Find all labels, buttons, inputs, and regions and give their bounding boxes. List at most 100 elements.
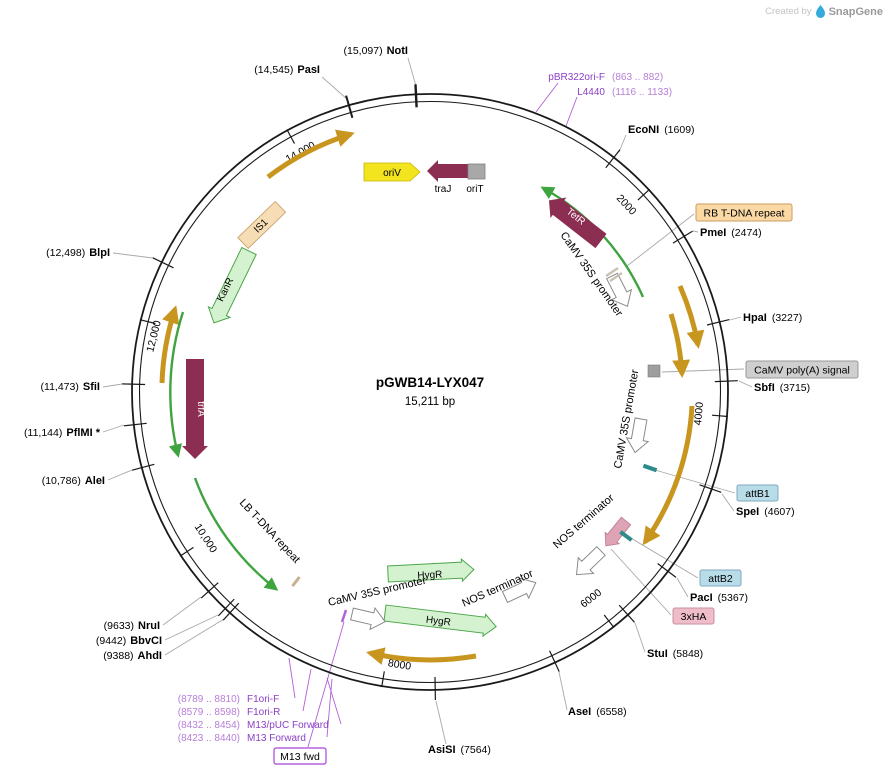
watermark-brand: SnapGene xyxy=(828,5,883,18)
feature-arrow-kanr[interactable] xyxy=(203,246,260,328)
feature-arrow-nos-1[interactable] xyxy=(569,543,609,582)
site-label-pmei[interactable]: PmeI (2474) xyxy=(700,227,762,239)
site-label-asei[interactable]: AseI (6558) xyxy=(568,706,627,718)
site-tick-asei xyxy=(549,650,560,672)
camv-polya-label-box[interactable] xyxy=(745,360,859,379)
scale-label-2000: 2000 xyxy=(614,192,639,217)
site-tick-pmei xyxy=(672,230,693,244)
scale-tick xyxy=(711,414,728,418)
feature-arrow-camv35s-2[interactable] xyxy=(624,417,652,454)
feature-label-hygr-1[interactable]: HygR xyxy=(417,569,443,581)
connector-line xyxy=(102,424,125,433)
primer-label-f1ori-f[interactable]: F1ori-F xyxy=(247,694,279,705)
gold-arc-left[interactable] xyxy=(159,305,180,384)
3xha-label[interactable]: 3xHA xyxy=(681,611,707,623)
rb-tdna-marker[interactable] xyxy=(605,266,619,278)
camv-polya-marker[interactable] xyxy=(647,364,661,378)
feature-label-trfa[interactable]: trfA xyxy=(195,401,206,417)
site-label-nrui[interactable]: (9633) NruI xyxy=(104,620,160,632)
primer-connector-line xyxy=(302,668,312,712)
plasmid-inner-circle xyxy=(138,100,722,684)
site-label-sbfi[interactable]: SbfI (3715) xyxy=(754,382,810,394)
site-label-asisi[interactable]: AsiSI (7564) xyxy=(428,744,491,756)
attb1-marker[interactable] xyxy=(642,463,658,473)
site-label-hpai[interactable]: HpaI (3227) xyxy=(743,312,802,324)
plasmid-outer-circle xyxy=(131,93,729,691)
primer-connector-line xyxy=(326,677,342,725)
site-tick-pflmi xyxy=(123,422,147,427)
primer-label-m13-puc-forward[interactable]: M13/pUC Forward xyxy=(247,720,329,731)
feature-label-oriv[interactable]: oriV xyxy=(383,168,401,179)
feature-arrow-camv35s-3[interactable] xyxy=(350,603,388,632)
gold-arc-right-inner[interactable] xyxy=(668,313,691,378)
site-label-ahdi[interactable]: (9388) AhdI xyxy=(103,650,162,662)
site-label-sfii[interactable]: (11,473) SfiI xyxy=(41,381,100,393)
connector-line xyxy=(661,368,745,373)
green-arc-left[interactable] xyxy=(168,311,185,458)
feature-label-hygr-2[interactable]: HygR xyxy=(425,615,451,629)
feature-arrow-trfa[interactable] xyxy=(182,359,208,459)
scale-tick xyxy=(179,546,194,557)
attb1-label[interactable]: attB1 xyxy=(745,488,770,500)
gold-arcs xyxy=(159,129,705,665)
feature-arrow-hygr-1[interactable] xyxy=(387,558,475,585)
site-label-blpi[interactable]: (12,498) BlpI xyxy=(46,247,110,259)
gold-arc-bottom[interactable] xyxy=(366,647,477,665)
feature-box-is1[interactable] xyxy=(237,200,287,250)
attb2-marker[interactable] xyxy=(619,530,633,542)
rb-tdna-label-box[interactable] xyxy=(695,203,793,222)
feature-arrow-camv35s-1[interactable] xyxy=(602,271,637,311)
primer-label-f1ori-r[interactable]: F1ori-R xyxy=(247,707,280,718)
feature-arrow-oriv[interactable] xyxy=(363,162,421,182)
attb1-label-box[interactable] xyxy=(736,484,779,502)
site-tick-hpai xyxy=(706,319,730,326)
site-label-stui[interactable]: StuI (5848) xyxy=(647,648,703,660)
feature-arrow-traj[interactable] xyxy=(427,160,469,182)
feature-arrow-tetr[interactable] xyxy=(541,190,609,251)
feature-arrow-3xha[interactable] xyxy=(599,515,633,551)
feature-label-orit[interactable]: oriT xyxy=(466,184,483,195)
primer-connector-line xyxy=(307,621,345,748)
attb2-label[interactable]: attB2 xyxy=(708,573,733,585)
feature-label-camv35s-3[interactable]: CaMV 35S promoter xyxy=(327,575,428,609)
m13-fwd-marker[interactable] xyxy=(340,609,348,623)
site-label-bbvci[interactable]: (9442) BbvCI xyxy=(96,635,162,647)
site-tick-ahdi xyxy=(222,602,240,621)
site-tick-stui xyxy=(618,604,635,623)
connector-line xyxy=(654,469,736,494)
lb-tdna-marker[interactable] xyxy=(291,576,301,587)
gold-arc-right-outer[interactable] xyxy=(677,285,705,349)
camv-polya-label[interactable]: CaMV poly(A) signal xyxy=(754,365,850,377)
feature-box-orit[interactable] xyxy=(467,163,486,180)
scale-tick xyxy=(286,129,296,144)
attb2-label-box[interactable] xyxy=(699,569,742,587)
primer-label-l4440[interactable]: L4440 xyxy=(577,87,605,98)
site-label-spei[interactable]: SpeI (4607) xyxy=(736,506,795,518)
site-label-pasi[interactable]: (14,545) PasI xyxy=(254,64,320,76)
scale-label-4000: 4000 xyxy=(692,401,706,425)
site-label-alei[interactable]: (10,786) AleI xyxy=(42,475,105,487)
rb-tdna-label[interactable]: RB T-DNA repeat xyxy=(704,208,785,220)
primer-label-pbr322ori-f[interactable]: pBR322ori-F xyxy=(548,72,605,83)
gold-arc-right-long[interactable] xyxy=(642,405,695,546)
connector-line xyxy=(729,316,742,321)
site-label-noti[interactable]: (15,097) NotI xyxy=(344,45,409,57)
feature-arrow-hygr-2[interactable] xyxy=(383,602,498,638)
primer-connector-line xyxy=(326,678,333,738)
m13-fwd-label-box[interactable] xyxy=(273,747,327,765)
site-tick-spei xyxy=(699,484,722,493)
gold-arc-top-left[interactable] xyxy=(266,129,355,179)
green-arc-lb[interactable] xyxy=(193,477,279,591)
site-label-paci[interactable]: PacI (5367) xyxy=(690,592,748,604)
small-markers xyxy=(291,266,661,623)
scale-tick xyxy=(603,614,615,628)
feature-arrow-nos-2[interactable] xyxy=(500,573,540,607)
rb-tdna-marker[interactable] xyxy=(609,271,623,283)
site-label-pflmi[interactable]: (11,144) PflMI * xyxy=(24,427,101,439)
site-label-econi[interactable]: EcoNI (1609) xyxy=(628,124,695,136)
feature-label-traj[interactable]: traJ xyxy=(435,184,452,195)
m13-fwd-label[interactable]: M13 fwd xyxy=(280,751,320,763)
primer-label-m13-forward[interactable]: M13 Forward xyxy=(247,733,306,744)
feature-label-lb-tdna[interactable]: LB T-DNA repeat xyxy=(237,497,302,566)
3xha-label-box[interactable] xyxy=(672,607,715,625)
